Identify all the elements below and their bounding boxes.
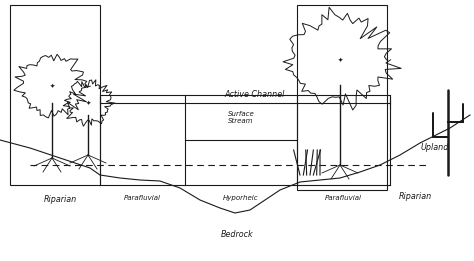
Text: ✦: ✦	[337, 57, 343, 62]
Text: Hyporheic: Hyporheic	[223, 195, 259, 201]
Text: Upland: Upland	[421, 144, 449, 152]
Bar	[10, 5, 100, 185]
Bar	[297, 5, 387, 190]
Text: Riparian: Riparian	[44, 195, 77, 204]
Text: Surface
Stream: Surface Stream	[228, 111, 255, 124]
Text: Bedrock: Bedrock	[221, 230, 253, 239]
Text: Active Channel: Active Channel	[225, 90, 285, 99]
Text: Riparian: Riparian	[398, 192, 432, 201]
Text: Parafluvial: Parafluvial	[124, 195, 161, 201]
Text: Parafluvial: Parafluvial	[325, 195, 362, 201]
Text: ✦: ✦	[85, 100, 91, 105]
Text: ✦: ✦	[49, 84, 55, 89]
